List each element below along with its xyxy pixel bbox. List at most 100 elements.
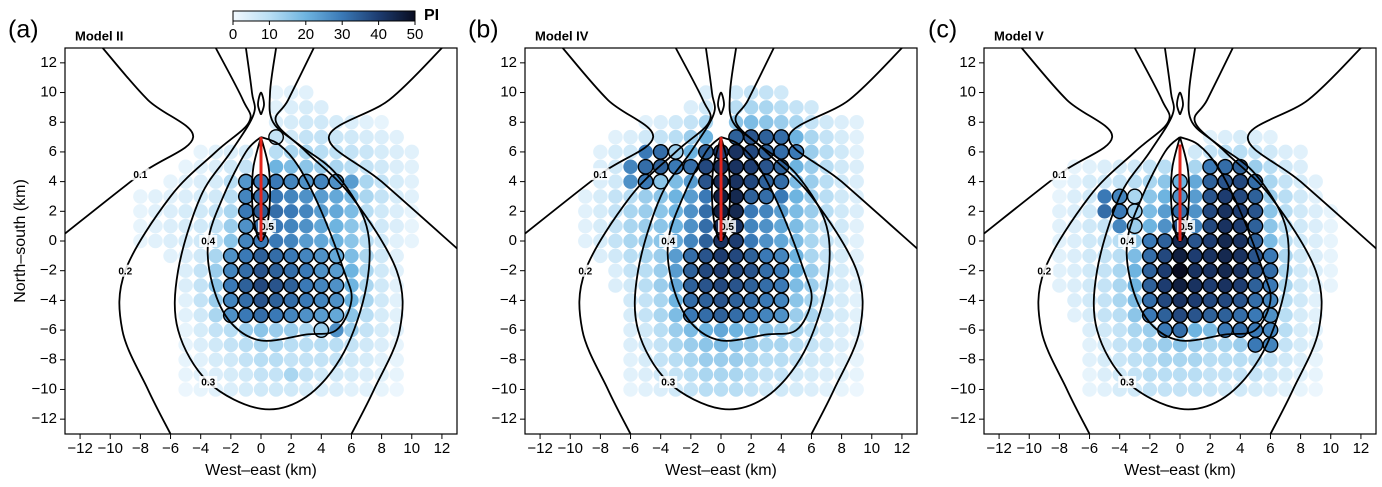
contour-label: 0.3 xyxy=(661,378,675,389)
pi-dot xyxy=(1202,144,1218,160)
contour-label: 0.4 xyxy=(1120,237,1134,248)
pi-dot xyxy=(238,352,254,368)
pi-dot xyxy=(668,263,684,278)
pi-dot xyxy=(329,307,344,323)
pi-dot xyxy=(698,174,714,189)
pi-dot xyxy=(608,233,623,249)
pi-dot xyxy=(1278,248,1293,264)
pi-dot xyxy=(758,218,774,234)
pi-dot xyxy=(1263,337,1278,353)
pi-dot xyxy=(743,307,759,323)
pi-dot xyxy=(1263,367,1278,382)
pi-dot xyxy=(344,129,359,145)
pi-dot xyxy=(849,233,864,249)
pi-dot xyxy=(389,204,404,219)
pi-dot xyxy=(638,322,653,338)
y-tick-label: 10 xyxy=(959,84,976,101)
y-tick-label: 6 xyxy=(49,143,57,160)
pi-dot xyxy=(713,352,729,368)
pi-dot xyxy=(359,174,374,189)
pi-dot xyxy=(1097,159,1112,175)
pi-dot xyxy=(1067,218,1082,234)
pi-dot xyxy=(1233,144,1248,160)
x-axis-title: West–east (km) xyxy=(665,462,777,479)
pi-dot xyxy=(608,218,623,234)
pi-dot xyxy=(1308,174,1323,189)
pi-dot xyxy=(298,248,314,264)
pi-dot xyxy=(1142,322,1158,338)
pi-dot xyxy=(653,174,668,189)
pi-dot xyxy=(743,114,759,130)
panel: 0.1 0.2 0.3 0.4 0.5 −12 −10 −8 −6 −4 −2 0 2 4 6 8 10 12 −1… xyxy=(8,16,458,479)
pi-dot xyxy=(774,144,789,160)
pi-dot xyxy=(804,129,819,145)
pi-dot xyxy=(1202,204,1218,219)
x-tick-label: 0 xyxy=(257,440,265,457)
pi-dot xyxy=(1187,233,1203,249)
contour-label: 0.1 xyxy=(593,170,607,181)
pi-dot xyxy=(298,307,314,323)
outlined-dot xyxy=(788,143,805,160)
pi-dot xyxy=(208,159,224,175)
pi-dot xyxy=(1172,382,1188,397)
y-tick-label: −12 xyxy=(32,410,57,427)
pi-dot xyxy=(638,382,653,397)
pi-dot xyxy=(283,114,299,130)
pi-dot xyxy=(389,293,404,308)
pi-dot xyxy=(314,174,329,189)
pi-dot xyxy=(374,114,389,130)
pi-dot xyxy=(148,204,163,219)
y-tick-label: 2 xyxy=(968,202,976,219)
pi-dot xyxy=(1233,382,1248,397)
contour-line xyxy=(525,48,917,250)
pi-dot xyxy=(389,367,404,382)
pi-dot xyxy=(774,233,789,249)
pi-dot xyxy=(359,129,374,145)
pi-dot xyxy=(623,129,638,145)
pi-dot xyxy=(698,307,714,323)
pi-dot xyxy=(133,189,148,204)
pi-dot xyxy=(223,352,239,368)
pi-dot xyxy=(404,204,420,219)
pi-dot xyxy=(283,293,299,308)
pi-dot xyxy=(1233,367,1248,382)
pi-dot xyxy=(1202,322,1218,338)
pi-dot xyxy=(683,263,699,278)
pi-dot xyxy=(1172,367,1188,382)
pi-dot xyxy=(1142,159,1158,175)
pi-dot xyxy=(774,307,789,323)
pi-dot xyxy=(1187,322,1203,338)
contour-label: 0.4 xyxy=(201,237,215,248)
pi-dot xyxy=(1293,204,1308,219)
pi-dot xyxy=(1263,382,1278,397)
pi-dot xyxy=(389,322,404,338)
pi-dot xyxy=(653,352,668,368)
pi-dot xyxy=(1082,337,1097,353)
x-tick-label: −4 xyxy=(652,440,669,457)
pi-dot xyxy=(1082,233,1097,249)
pi-dot xyxy=(223,263,239,278)
pi-dot xyxy=(1052,263,1067,278)
pi-dot xyxy=(728,100,744,115)
pi-dot xyxy=(374,248,389,264)
pi-dot xyxy=(623,174,638,189)
pi-dot xyxy=(1172,322,1188,338)
pi-dot xyxy=(593,144,608,160)
pi-dot xyxy=(743,144,759,160)
pi-dot xyxy=(283,218,299,234)
pi-dot xyxy=(683,337,699,353)
pi-dot xyxy=(1127,263,1143,278)
pi-dot xyxy=(819,248,834,264)
pi-dot xyxy=(223,367,239,382)
pi-dot xyxy=(1248,352,1263,368)
contour-label-bg xyxy=(1118,376,1137,389)
pi-dot xyxy=(819,174,834,189)
pi-dot xyxy=(1217,367,1233,382)
pi-dot xyxy=(1112,278,1127,293)
pi-dot xyxy=(1067,189,1082,204)
pi-dot xyxy=(253,293,269,308)
pi-dot xyxy=(683,293,699,308)
pi-dot xyxy=(1293,352,1308,368)
pi-dot xyxy=(1112,248,1127,264)
pi-dot xyxy=(713,248,729,264)
